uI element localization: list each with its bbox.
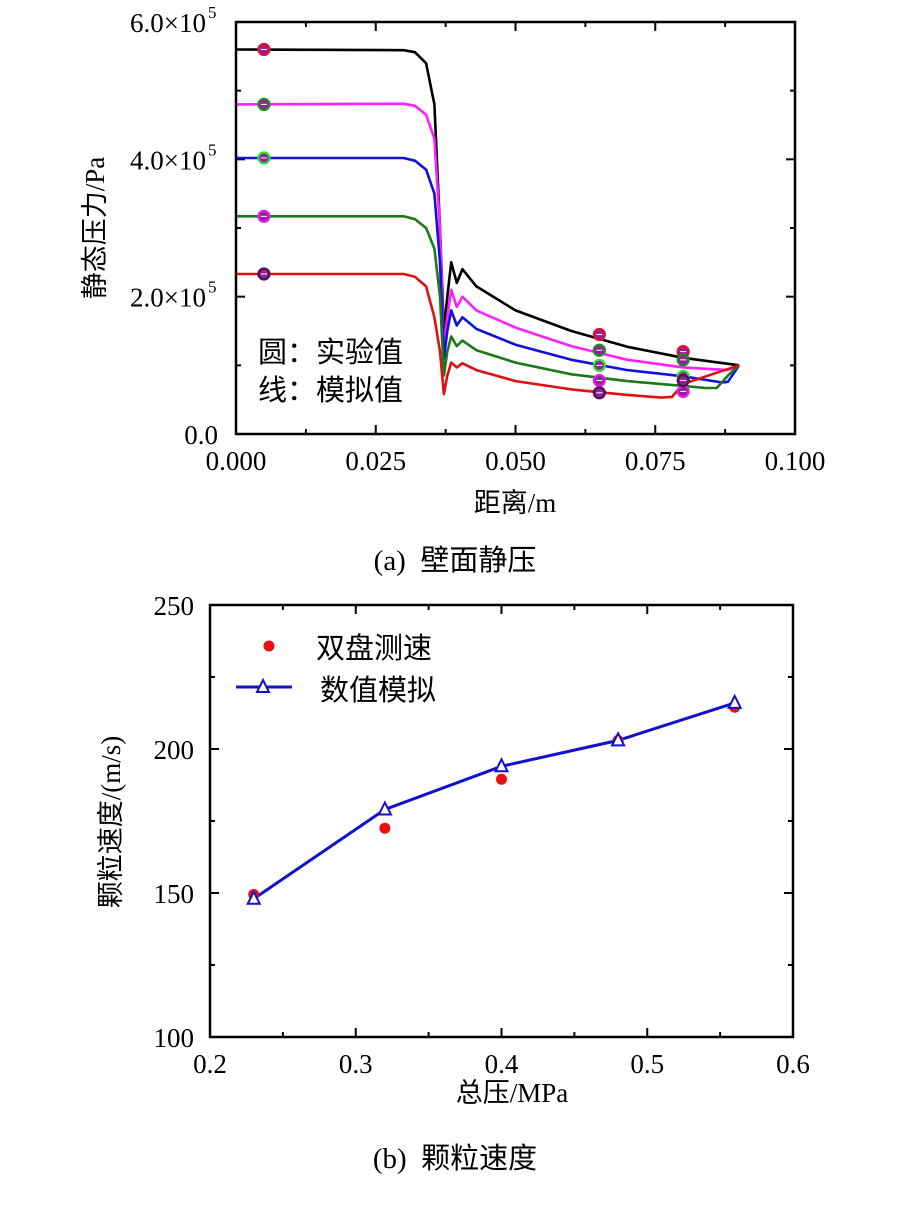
- x-tick-label: 0.025: [345, 446, 406, 476]
- simulation-line-0.23MPa: [236, 272, 740, 399]
- y-tick-label: 6.0×10: [130, 8, 206, 38]
- experiment-point: [612, 734, 624, 746]
- axis-ticks: [235, 21, 796, 435]
- y-tick-label: 200: [154, 735, 195, 765]
- x-tick-label: 0.2: [193, 1049, 227, 1079]
- x-axis-label: 距离/m: [474, 488, 557, 518]
- y-tick-label: 150: [154, 879, 195, 909]
- tick-labels: 0.2 0.3 0.4 0.5 0.6 100 150 200 250: [154, 591, 810, 1079]
- x-tick-label: 0.050: [485, 446, 546, 476]
- y-tick-label-exponent: 5: [208, 140, 217, 159]
- plot-frame: [208, 603, 795, 1039]
- annotation-experiment: 圆：实验值: [258, 336, 403, 369]
- simulation-line-0.32MPa: [236, 215, 740, 390]
- x-tick-label: 0.6: [776, 1049, 810, 1079]
- y-axis-label: 静态压力/Pa: [80, 157, 110, 300]
- simulation-point: [377, 800, 393, 816]
- series: [246, 693, 743, 905]
- legend-label-experiment: 双盘测速: [316, 632, 432, 665]
- x-tick-label: 0.075: [625, 446, 686, 476]
- caption-a: (a) 壁面静压: [374, 544, 537, 577]
- y-tick-label: 0.0: [184, 420, 218, 450]
- y-tick-label: 100: [154, 1023, 195, 1053]
- x-tick-label: 0.5: [630, 1049, 664, 1079]
- axis-ticks: [209, 604, 794, 1038]
- simulation-point: [493, 757, 510, 773]
- simulation-point: [246, 889, 262, 905]
- experiment-point: [496, 773, 507, 785]
- x-tick-label: 0.4: [485, 1049, 519, 1079]
- experiment-point: [379, 822, 391, 834]
- caption-b: (b) 颗粒速度: [373, 1142, 537, 1175]
- x-axis-label: 总压/MPa: [456, 1078, 569, 1108]
- legend-label-simulation: 数值模拟: [320, 674, 436, 707]
- experiment-point: [248, 888, 260, 900]
- y-tick-label: 2.0×10: [130, 283, 206, 313]
- legend-scatter-marker: [263, 640, 275, 652]
- plot-frame: [234, 20, 797, 436]
- annotation-simulation: 线：模拟值: [258, 374, 403, 407]
- experiment-point: [729, 701, 741, 713]
- y-tick-label-exponent: 5: [208, 278, 217, 297]
- legend: 双盘测速 数值模拟: [236, 632, 436, 707]
- simulation-line: [252, 701, 736, 901]
- y-tick-label-exponent: 5: [208, 3, 217, 22]
- simulation-point: [727, 693, 743, 709]
- y-axis-label: 颗粒速度/(m/s): [96, 736, 126, 909]
- y-tick-label: 4.0×10: [130, 145, 206, 175]
- x-tick-label: 0.3: [339, 1049, 373, 1079]
- simulation-point: [610, 731, 626, 747]
- x-tick-label: 0.000: [206, 446, 267, 476]
- y-tick-label: 250: [154, 591, 195, 621]
- legend-triangle-marker: [255, 677, 271, 693]
- experiment-markers: [257, 42, 690, 400]
- x-tick-label: 0.100: [765, 446, 826, 476]
- simulation-line-0.56MPa: [235, 48, 740, 367]
- simulation-line-0.48MPa: [235, 102, 740, 372]
